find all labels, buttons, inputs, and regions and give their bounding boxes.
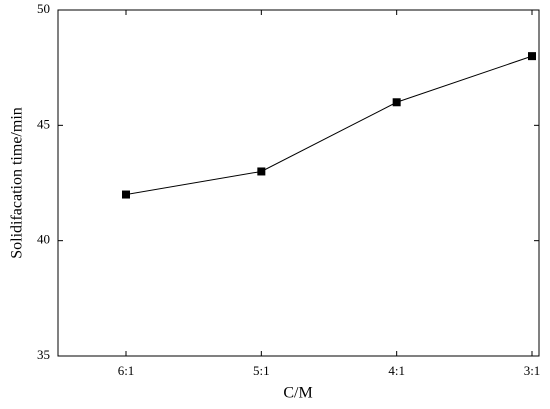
y-tick-label: 35 — [37, 347, 50, 362]
x-tick-label: 6:1 — [118, 363, 135, 378]
y-tick-label: 40 — [37, 232, 50, 247]
marker — [257, 167, 266, 176]
marker — [122, 190, 130, 199]
x-tick-label: 4:1 — [388, 363, 405, 378]
x-tick-label: 5:1 — [253, 363, 270, 378]
plot-frame — [57, 9, 540, 357]
line — [125, 55, 533, 196]
y-tick-label: 45 — [37, 116, 50, 131]
y-tick-label: 50 — [37, 1, 50, 16]
x-axis-title: C/M — [283, 385, 312, 402]
y-axis-title: Solidifacation time/min — [9, 107, 26, 259]
marker — [392, 98, 401, 107]
x-tick-label: 3:1 — [524, 363, 541, 378]
marker — [528, 52, 536, 61]
